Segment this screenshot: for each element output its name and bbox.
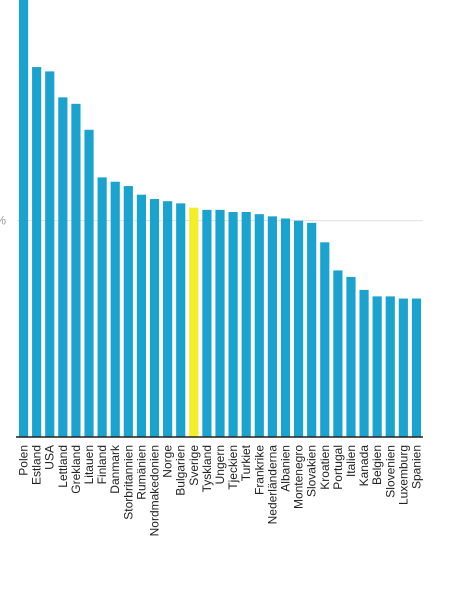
category-label-lettland: Lettland (56, 445, 70, 488)
category-label-ungern: Ungern (213, 445, 227, 484)
category-label-slovenien: Slovenien (383, 445, 397, 498)
bar-danmark (110, 181, 120, 437)
bar-slovenien (385, 296, 395, 437)
category-label-sverige: Sverige (187, 445, 201, 486)
bar-frankrike (254, 214, 264, 437)
bar-montenegro (294, 220, 304, 437)
bar-kroatien (320, 242, 330, 437)
category-label-nordmakedonien: Nordmakedonien (148, 445, 162, 536)
bar-nordmakedonien (149, 199, 160, 437)
category-label-portugal: Portugal (331, 445, 345, 490)
bar-luxemburg (398, 298, 408, 437)
category-labels: Polen Estland USA Lettland Grekland Litauen Fi… (17, 444, 424, 536)
bar-ungern (215, 209, 225, 437)
bar-rumänien (136, 194, 147, 437)
category-label-luxemburg: Luxemburg (396, 445, 410, 505)
category-label-norge: Norge (161, 445, 175, 478)
bar-storbritannien (123, 186, 133, 437)
y-tick-label-0: % (0, 214, 6, 228)
bar-albanien (280, 218, 291, 437)
category-label-danmark: Danmark (108, 444, 122, 494)
category-label-bulgarien: Bulgarien (174, 445, 188, 496)
bar-slovakien (307, 222, 317, 437)
bar-grekland (71, 103, 81, 437)
bar-tjeckien (228, 212, 238, 437)
category-label-tjeckien: Tjeckien (226, 445, 240, 490)
bars (18, 0, 422, 438)
bar-bulgarien (176, 203, 186, 437)
category-label-polen: Polen (17, 445, 31, 476)
bar-polen (18, 0, 29, 437)
bar-turkiet (241, 212, 251, 437)
category-label-albanien: Albanien (278, 445, 292, 492)
bar-nederländerna (267, 216, 277, 437)
bar-portugal (333, 270, 343, 437)
category-label-turkiet: Turkiet (239, 444, 253, 481)
category-label-rumänien: Rumänien (134, 445, 148, 500)
bar-italien (346, 276, 356, 437)
category-label-italien: Italien (344, 445, 358, 477)
category-label-slovakien: Slovakien (305, 445, 319, 497)
category-label-kroatien: Kroatien (318, 445, 332, 490)
category-label-montenegro: Montenegro (292, 445, 306, 509)
bar-spanien (411, 298, 422, 437)
bar-lettland (58, 97, 68, 437)
bar-litauen (84, 129, 94, 438)
bar-usa (45, 71, 55, 437)
category-label-storbritannien: Storbritannien (121, 445, 135, 520)
bar-kanada (359, 289, 369, 437)
bar-sverige (189, 207, 199, 437)
bar-finland (97, 177, 107, 437)
bar-norge (163, 201, 173, 437)
category-label-tyskland: Tyskland (200, 445, 214, 492)
category-label-grekland: Grekland (69, 445, 83, 494)
category-label-usa: USA (43, 445, 57, 470)
y-axis-ticks: % (0, 214, 6, 228)
bar-tyskland (202, 209, 212, 437)
category-label-frankrike: Frankrike (252, 445, 266, 495)
bar-belgien (372, 296, 382, 437)
category-label-nederländerna: Nederländerna (265, 445, 279, 525)
bar-estland (32, 67, 42, 437)
category-label-finland: Finland (95, 445, 109, 484)
category-label-kanada: Kanada (357, 445, 371, 487)
category-label-litauen: Litauen (82, 445, 96, 484)
category-label-belgien: Belgien (370, 445, 384, 485)
category-label-estland: Estland (30, 445, 44, 485)
category-label-spanien: Spanien (409, 445, 423, 489)
